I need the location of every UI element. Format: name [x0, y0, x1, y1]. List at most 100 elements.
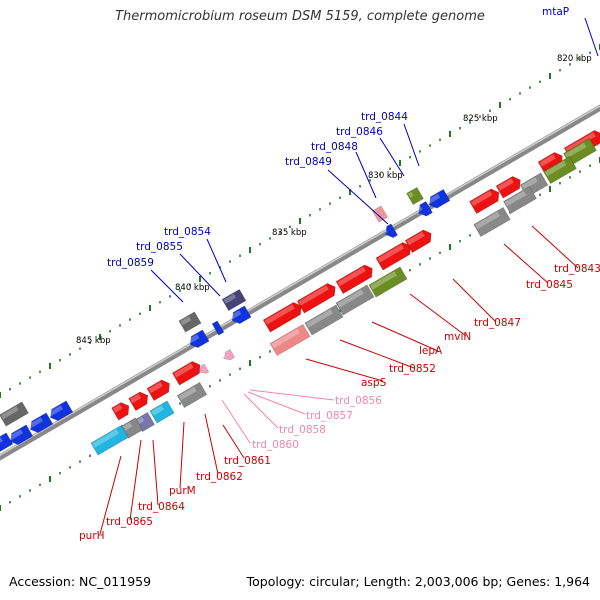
gene-blue-0-gloss	[427, 193, 441, 204]
gene-blue-11-gloss	[28, 417, 43, 429]
gene-label-purH[interactable]: purH	[79, 530, 105, 542]
callout-blue-4	[327, 169, 389, 225]
gene-strand2-6-gloss	[337, 289, 364, 308]
gene-label-trd_0856[interactable]: trd_0856	[335, 395, 382, 407]
gene-label-trd_0857[interactable]: trd_0857	[306, 410, 353, 422]
gene-pink-0	[222, 349, 235, 361]
gene-blue-1-shape	[406, 186, 424, 206]
gene-label-trd_0860[interactable]: trd_0860	[252, 439, 299, 451]
gene-blue-8	[383, 223, 399, 238]
gene-red-12-gloss	[406, 231, 425, 246]
gene-label-trd_0859[interactable]: trd_0859	[107, 257, 154, 269]
gene-strand2-0-gloss	[564, 142, 587, 159]
gene-blue-2-shape	[418, 200, 433, 217]
gene-label-trd_0858[interactable]: trd_0858	[279, 424, 326, 436]
gene-strand2-10-shape	[149, 400, 175, 424]
gene-blue-3	[230, 305, 252, 324]
kbp-label-835: 835 kbp	[272, 228, 307, 238]
callout-blue-7	[150, 269, 184, 303]
gene-blue-7	[211, 320, 225, 336]
gene-blue-1	[406, 186, 424, 206]
gene-red-9	[146, 379, 170, 401]
callout-red-11	[129, 439, 142, 521]
gene-blue-10-shape	[50, 400, 74, 421]
gene-blue-13-shape	[0, 401, 29, 427]
gene-blue-12	[8, 424, 34, 445]
gene-blue-9	[371, 205, 389, 223]
callout-red-8	[204, 413, 219, 475]
callout-pink-1	[247, 391, 306, 415]
gene-label-trd_0844[interactable]: trd_0844	[361, 111, 408, 123]
gene-blue-5-shape	[178, 311, 202, 333]
gene-strand2-3-gloss	[504, 190, 527, 207]
gene-blue-6-gloss	[188, 334, 200, 344]
gene-label-trd_0862[interactable]: trd_0862	[196, 471, 243, 483]
gene-label-trd_0855[interactable]: trd_0855	[136, 241, 183, 253]
gene-blue-8-shape	[385, 223, 399, 238]
gene-red-5	[335, 264, 373, 295]
gene-strand2-8-gloss	[271, 328, 300, 349]
gene-label-trd_0846[interactable]: trd_0846	[336, 126, 383, 138]
gene-strand2-5-gloss	[370, 271, 397, 290]
gene-label-mviN[interactable]: mviN	[444, 331, 471, 343]
gene-red-11	[111, 402, 130, 421]
gene-red-1-gloss	[539, 154, 556, 167]
gene-strand2-5-shape	[368, 266, 408, 298]
gene-label-aspS[interactable]: aspS	[361, 377, 387, 389]
gene-label-trd_0865[interactable]: trd_0865	[106, 516, 153, 528]
gene-label-trd_0847[interactable]: trd_0847	[474, 317, 521, 329]
callout-blue-2	[379, 137, 405, 177]
gene-blue-0	[427, 188, 451, 209]
gene-red-11-gloss	[112, 404, 123, 413]
kbp-label-840: 840 kbp	[175, 283, 210, 293]
gene-strand2-11-gloss	[136, 416, 145, 425]
gene-red-12-shape	[404, 229, 432, 254]
gene-blue-4-gloss	[223, 293, 237, 304]
gene-blue-11-shape	[30, 412, 54, 433]
gene-label-trd_0852[interactable]: trd_0852	[389, 363, 436, 375]
gene-blue-12-shape	[10, 424, 34, 445]
callout-blue-3	[355, 151, 377, 199]
gene-strand2-4	[473, 206, 511, 238]
gene-blue-13-gloss	[0, 406, 19, 420]
gene-strand2-4-gloss	[475, 211, 501, 230]
callout-red-6	[305, 358, 384, 382]
gene-blue-6	[188, 329, 210, 348]
callout-red-4	[371, 321, 439, 352]
callout-blue-0	[584, 17, 599, 57]
gene-strand2-3	[503, 185, 537, 215]
callout-red-7	[222, 424, 245, 459]
gene-label-trd_0864[interactable]: trd_0864	[138, 501, 185, 513]
gene-strand2-13-gloss	[122, 422, 133, 431]
accession-label: Accession: NC_011959	[9, 574, 152, 589]
gene-red-6-gloss	[298, 285, 329, 306]
gene-strand2-7	[304, 304, 344, 336]
gene-label-trd_0861[interactable]: trd_0861	[224, 455, 271, 467]
gene-red-2-shape	[495, 176, 521, 199]
gene-red-0-gloss	[565, 132, 596, 153]
gene-label-purM[interactable]: purM	[169, 485, 196, 497]
gene-label-trd_0849[interactable]: trd_0849	[285, 156, 332, 168]
gene-red-9-gloss	[148, 381, 163, 394]
gene-strand2-10-gloss	[151, 405, 165, 416]
gene-label-trd_0848[interactable]: trd_0848	[311, 141, 358, 153]
gene-blue-5	[178, 311, 202, 333]
gene-pink-0-gloss	[222, 353, 227, 358]
gene-label-mtaP[interactable]: mtaP	[542, 6, 569, 18]
gene-red-8	[171, 361, 201, 386]
callout-red-1	[503, 243, 549, 284]
genome-backbone	[0, 104, 600, 461]
gene-label-trd_0843[interactable]: trd_0843	[554, 263, 600, 275]
gene-pink-0-shape	[223, 349, 235, 361]
callout-red-10	[152, 439, 159, 506]
callout-red-0	[531, 225, 579, 269]
gene-strand2-9-gloss	[178, 386, 197, 401]
gene-label-trd_0854[interactable]: trd_0854	[164, 226, 211, 238]
gene-blue-13	[0, 401, 29, 427]
gene-red-10-gloss	[130, 393, 142, 404]
gene-label-trd_0845[interactable]: trd_0845	[526, 279, 573, 291]
gene-label-lepA[interactable]: lepA	[419, 345, 443, 357]
gene-blue-6-shape	[189, 329, 210, 348]
gene-red-3	[469, 188, 500, 215]
